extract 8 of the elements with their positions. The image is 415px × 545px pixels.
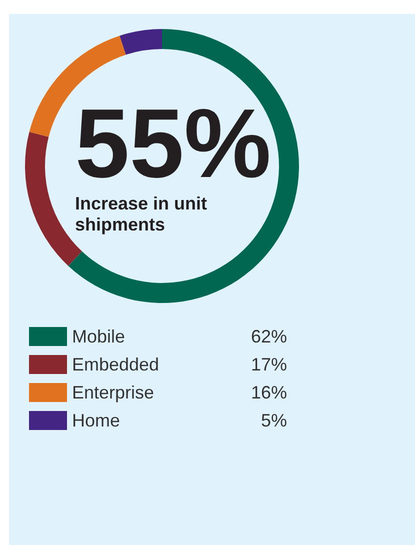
legend-label: Enterprise	[72, 382, 154, 402]
data-label: 5%	[260, 410, 287, 430]
data-label: 62%	[250, 326, 287, 346]
data-label: 17%	[250, 354, 287, 374]
legend-label: Mobile	[72, 326, 126, 346]
legend-label: Embedded	[72, 354, 160, 374]
data-label: 16%	[250, 382, 287, 402]
legend-label: Home	[72, 410, 120, 430]
